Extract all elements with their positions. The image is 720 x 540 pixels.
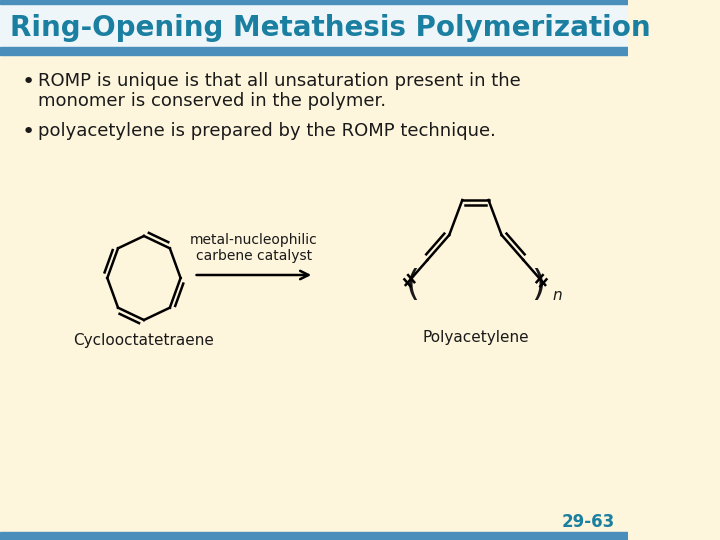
Bar xyxy=(0,0,628,4)
Text: Cyclooctatetraene: Cyclooctatetraene xyxy=(73,333,215,348)
Text: •: • xyxy=(22,122,35,142)
Text: Polyacetylene: Polyacetylene xyxy=(422,330,528,345)
Text: 29-63: 29-63 xyxy=(562,513,615,531)
Text: (: ( xyxy=(405,268,420,302)
Text: n: n xyxy=(552,287,562,302)
Bar xyxy=(0,532,628,540)
Bar xyxy=(0,0,628,55)
Bar xyxy=(0,47,628,55)
Text: ROMP is unique is that all unsaturation present in the: ROMP is unique is that all unsaturation … xyxy=(37,72,521,90)
Text: metal-nucleophilic: metal-nucleophilic xyxy=(190,233,318,247)
Text: polyacetylene is prepared by the ROMP technique.: polyacetylene is prepared by the ROMP te… xyxy=(37,122,495,140)
Text: carbene catalyst: carbene catalyst xyxy=(196,249,312,263)
Text: ): ) xyxy=(531,268,545,302)
Text: monomer is conserved in the polymer.: monomer is conserved in the polymer. xyxy=(37,92,386,110)
Text: Ring-Opening Metathesis Polymerization: Ring-Opening Metathesis Polymerization xyxy=(11,14,651,42)
Text: •: • xyxy=(22,72,35,92)
